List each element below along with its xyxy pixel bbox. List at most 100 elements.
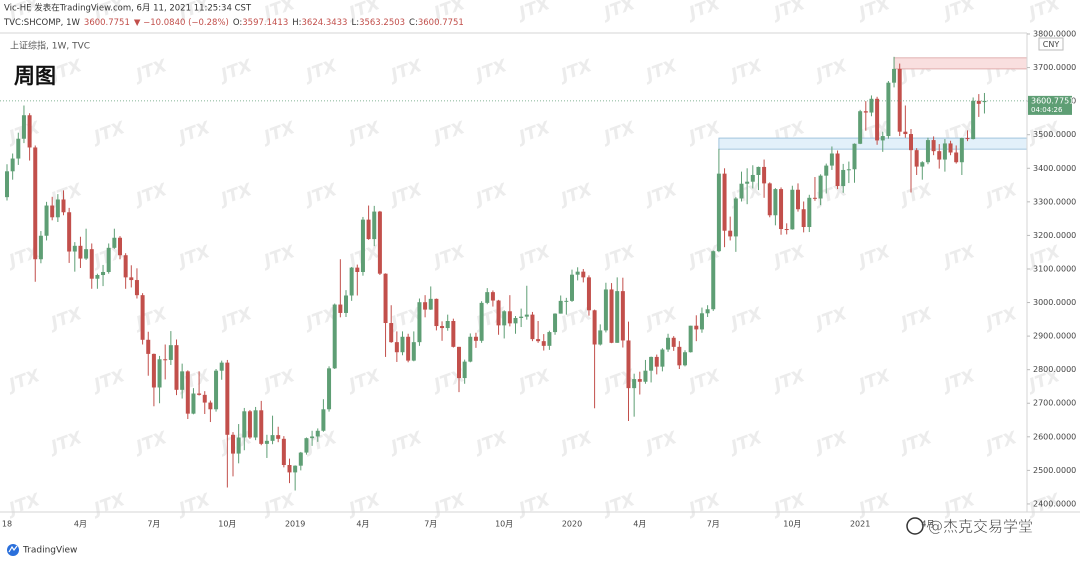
candle-body [586, 277, 591, 311]
candle-body [824, 165, 829, 176]
candle-body [151, 353, 156, 388]
watermark: JTX [684, 490, 724, 521]
watermark: JTX [429, 242, 469, 273]
watermark: JTX [599, 490, 639, 521]
candle-body [5, 171, 9, 198]
watermark: JTX [514, 242, 554, 273]
candle-body [33, 147, 38, 260]
candle-body [942, 143, 947, 160]
last-price: 3600.7751 [84, 18, 130, 28]
watermark: JTX [981, 428, 1021, 459]
watermark: JTX [301, 180, 341, 211]
candle-body [863, 111, 868, 113]
ohlc-label: L: [351, 18, 359, 28]
logo-text: TradingView [22, 546, 77, 556]
watermark: JTX [174, 490, 214, 521]
watermark: JTX [599, 118, 639, 149]
candle-body [168, 345, 173, 360]
watermark: JTX [854, 366, 894, 397]
watermark: JTX [259, 490, 299, 521]
watermark: JTX [939, 366, 979, 397]
candle-body [502, 311, 507, 326]
candle-body [756, 166, 761, 175]
candle-body [394, 342, 399, 353]
candle-body [27, 115, 32, 148]
watermark: JTX [684, 118, 724, 149]
y-tick-label: 2900.0000 [1033, 332, 1076, 341]
candle-body [247, 411, 252, 438]
watermark: JTX [811, 56, 851, 87]
candle-body [801, 209, 806, 228]
candle-body [897, 68, 902, 132]
candle-body [253, 410, 258, 438]
watermark: JTX [301, 56, 341, 87]
currency: CNY [1043, 40, 1060, 49]
candle-body [643, 370, 648, 382]
candle-body [16, 138, 21, 159]
candle-body [338, 304, 343, 313]
x-tick-label: 2019 [285, 520, 305, 529]
candle-body [541, 341, 546, 346]
x-tick-label: 10月 [783, 520, 801, 529]
watermark: JTX [556, 56, 596, 87]
candle-body [971, 100, 976, 140]
watermark: JTX [89, 366, 129, 397]
price-tag-label: 3600.7751 [1031, 96, 1074, 105]
watermark: JTX [514, 118, 554, 149]
candle-body [507, 311, 512, 324]
candle-body [931, 140, 936, 152]
candle-body [688, 325, 693, 353]
candle-body [609, 289, 614, 343]
candle-body [530, 314, 535, 340]
candle-body [185, 371, 190, 414]
watermark: JTX [46, 304, 86, 335]
candle-body [711, 251, 716, 310]
candle-body [101, 271, 106, 276]
candle-body [276, 435, 281, 439]
y-tick-label: 3500.0000 [1033, 130, 1076, 139]
watermark: JTX [854, 242, 894, 273]
candle-body [344, 295, 348, 313]
x-tick-label: 2020 [562, 520, 582, 529]
watermark: JTX [386, 180, 426, 211]
candle-body [21, 115, 26, 139]
tradingview-logo: TradingView [7, 544, 77, 556]
watermark: JTX [89, 490, 129, 521]
candle-body [796, 189, 800, 210]
watermark: JTX [216, 56, 256, 87]
candle-body [841, 169, 846, 187]
watermark: JTX [344, 118, 384, 149]
candle-body [225, 362, 230, 435]
candle-body [298, 452, 303, 466]
candle-body [976, 100, 981, 104]
watermark: JTX [429, 118, 469, 149]
candle-body [451, 321, 456, 347]
candle-body [858, 111, 863, 144]
candle-body [327, 368, 332, 410]
watermark: JTX [811, 428, 851, 459]
ohlc-label: H: [292, 18, 301, 28]
publisher: Vic-HE 发表在TradingView.com, 6月 11, 2021 1… [4, 3, 252, 14]
symbol: TVC:SHCOMP, 1W [3, 18, 80, 28]
candle-body [462, 361, 467, 379]
candle-body [547, 332, 552, 346]
candle-body [773, 189, 778, 216]
candle-body [603, 289, 608, 331]
candle-body [180, 371, 185, 390]
watermark: JTX [641, 428, 681, 459]
candle-body [377, 211, 382, 274]
candle-body [784, 229, 789, 231]
candle-body [423, 302, 428, 310]
candle-body [892, 68, 897, 83]
candle-body [202, 394, 207, 403]
candle-body [332, 304, 337, 369]
candle-body [620, 291, 625, 341]
candle-body [615, 291, 620, 343]
candle-body [750, 174, 755, 182]
candle-body [575, 271, 580, 275]
candle-body [55, 199, 60, 218]
watermark: JTX [896, 180, 936, 211]
x-tick-label: 10月 [495, 520, 513, 529]
watermark: JTX [89, 118, 129, 149]
